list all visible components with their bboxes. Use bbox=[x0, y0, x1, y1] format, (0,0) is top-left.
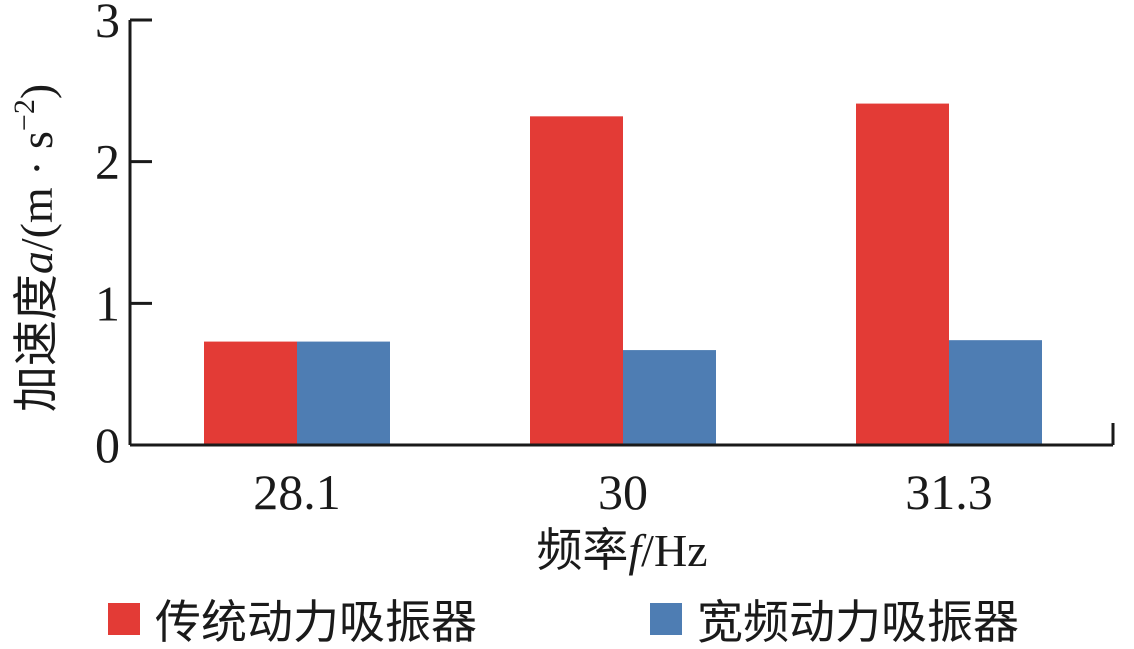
legend-label-traditional: 传统动力吸振器 bbox=[155, 597, 477, 648]
bar-traditional-28.1 bbox=[204, 341, 297, 445]
y-axis-title-unit: /(m · s bbox=[11, 131, 62, 251]
bar-broadband-30 bbox=[623, 350, 716, 445]
x-tick-label: 30 bbox=[598, 464, 648, 520]
y-ticks-group: 0 1 2 3 bbox=[95, 0, 152, 473]
y-tick-label: 0 bbox=[95, 417, 120, 473]
y-axis-title-main: 加速度 bbox=[11, 274, 62, 412]
legend: 传统动力吸振器 宽频动力吸振器 bbox=[108, 597, 1019, 648]
y-axis-title-exp: −2 bbox=[8, 99, 41, 131]
plot-area: 0 1 2 3 28.1 30 31.3 bbox=[95, 0, 1115, 520]
y-tick-label: 2 bbox=[95, 134, 120, 190]
bar-broadband-28.1 bbox=[297, 341, 390, 445]
legend-swatch-traditional bbox=[108, 603, 140, 635]
x-axis-title-unit: /Hz bbox=[641, 525, 707, 576]
y-axis-title-close: ) bbox=[11, 84, 62, 99]
legend-swatch-broadband bbox=[650, 603, 682, 635]
legend-label-broadband: 宽频动力吸振器 bbox=[697, 597, 1019, 648]
x-tick-label: 31.3 bbox=[905, 464, 993, 520]
x-ticks-group: 28.1 30 31.3 bbox=[253, 464, 993, 520]
bar-traditional-31.3 bbox=[856, 103, 949, 445]
x-tick-label: 28.1 bbox=[253, 464, 341, 520]
x-axis-title-main: 频率 bbox=[536, 525, 628, 576]
bar-traditional-30 bbox=[530, 116, 623, 445]
y-axis-title-var: a bbox=[11, 251, 62, 274]
bars-group bbox=[204, 103, 1042, 445]
x-axis-title: 频率f/Hz bbox=[536, 525, 707, 576]
y-axis-title: 加速度a/(m · s−2) bbox=[8, 84, 62, 412]
bar-broadband-31.3 bbox=[949, 340, 1042, 445]
y-tick-label: 3 bbox=[95, 0, 120, 48]
y-tick-label: 1 bbox=[95, 275, 120, 331]
